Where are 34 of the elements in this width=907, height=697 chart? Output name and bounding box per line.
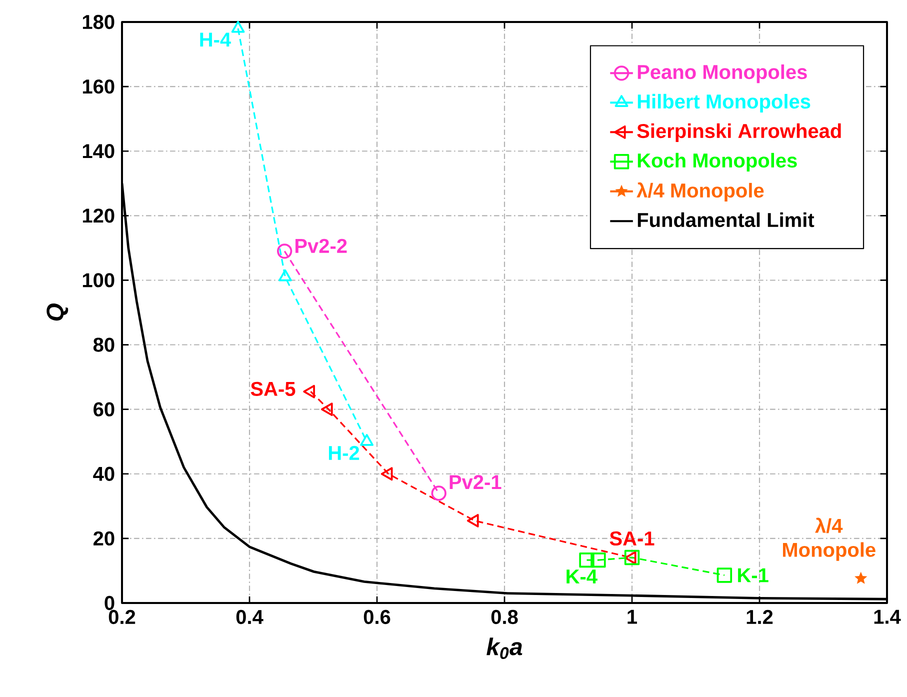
annotation: SA-1 [610, 531, 654, 546]
annotation: SA-5 [250, 382, 296, 396]
x-tick-label: 0.4 [236, 610, 264, 624]
x-tick-label: 0.8 [491, 610, 518, 624]
y-tick-label: 140 [82, 144, 114, 158]
y-tick-label: 20 [94, 531, 114, 546]
y-tick-label: 100 [82, 273, 114, 288]
y-tick-label: 180 [82, 14, 114, 30]
legend-label: Koch Monopoles [638, 152, 797, 172]
y-tick-label: 60 [94, 402, 114, 416]
legend-label: λ/4 Monopole [636, 182, 764, 202]
y-tick-label: 160 [82, 79, 114, 94]
annotation: Pv2-2 [296, 238, 347, 253]
y-tick-label: 80 [93, 338, 114, 352]
y-tick-label: 0 [104, 596, 114, 610]
y-tick-label: 120 [82, 208, 114, 223]
annotation: λ/4 Monopole [782, 518, 876, 561]
x-tick-label: 0.2 [108, 610, 136, 624]
legend-label: Sierpinski Arrowhead [637, 123, 841, 142]
y-axis-title: Q [46, 304, 68, 321]
legend-label: Fundamental Limit [638, 212, 814, 228]
legend-label: Peano Monopoles [638, 64, 807, 84]
annotation: Pv2-1 [450, 475, 502, 489]
annotation: K-1 [738, 568, 768, 582]
x-axis-title: k$_{0}$a [486, 638, 522, 660]
x-tick-label: 1 [628, 610, 638, 624]
legend-label: Hilbert Monopoles [638, 94, 810, 113]
annotation: K-4 [566, 570, 598, 584]
y-tick-label: 40 [93, 466, 114, 481]
x-tick-label: 0.6 [364, 610, 390, 624]
x-tick-label: 1.2 [746, 610, 773, 624]
x-tick-label: 1.4 [874, 610, 901, 624]
annotation: H-4 [200, 32, 231, 46]
annotation: H-2 [328, 446, 360, 460]
